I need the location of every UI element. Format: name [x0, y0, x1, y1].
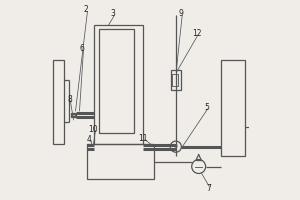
Bar: [171, 70, 181, 90]
Text: 3: 3: [111, 9, 116, 18]
Text: 2: 2: [83, 5, 88, 14]
Text: 4: 4: [87, 135, 92, 144]
Bar: [220, 60, 245, 156]
Text: 8: 8: [67, 95, 72, 104]
Bar: [71, 113, 76, 117]
Bar: [87, 144, 154, 179]
Bar: [99, 29, 134, 133]
Bar: [72, 114, 75, 116]
Text: 10: 10: [88, 125, 98, 134]
Text: 0: 0: [174, 144, 178, 149]
Text: 6: 6: [79, 44, 84, 53]
Bar: [94, 25, 143, 144]
Text: 12: 12: [192, 29, 201, 38]
Text: 11: 11: [138, 134, 148, 143]
Bar: [53, 60, 64, 144]
Bar: [172, 74, 178, 86]
Text: 9: 9: [178, 9, 183, 18]
Text: 7: 7: [206, 184, 211, 193]
Text: 5: 5: [204, 103, 209, 112]
